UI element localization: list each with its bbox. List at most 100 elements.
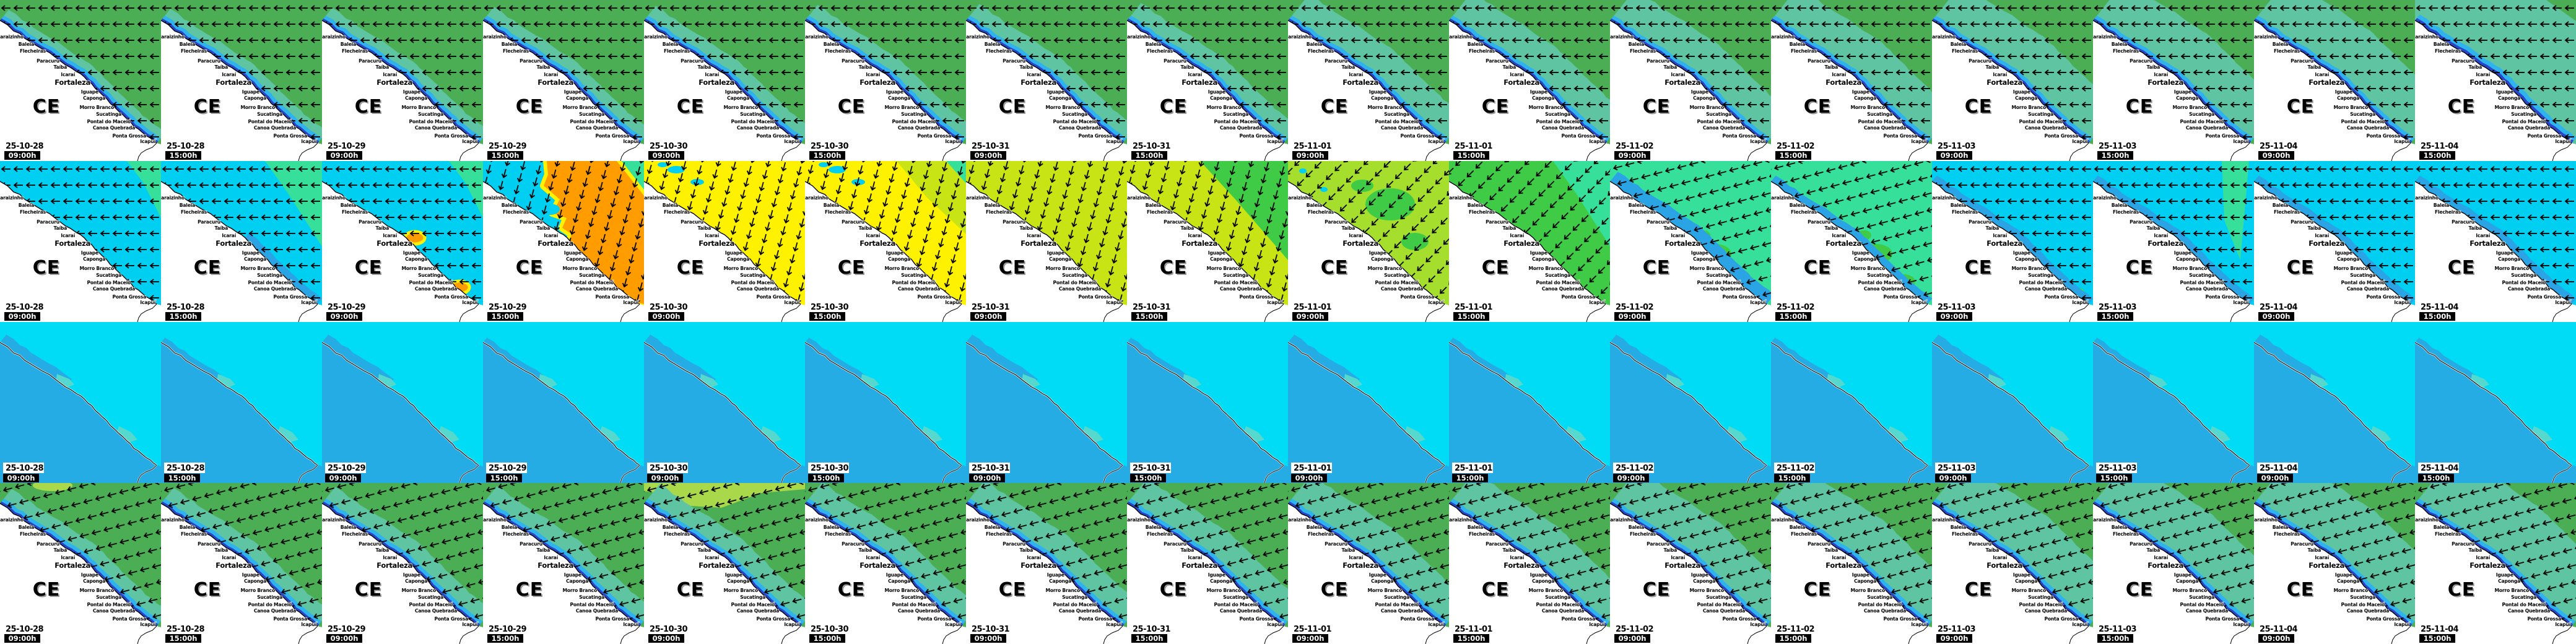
forecast-map-tile-r2-c14[interactable]: IcaraizinhoBaleiaFlecheiras ParacuruTaíba… (2093, 161, 2254, 322)
state-label: CE (1804, 579, 1832, 601)
forecast-map-tile-r2-c13[interactable]: IcaraizinhoBaleiaFlecheiras ParacuruTaíba… (1932, 161, 2093, 322)
place-label: Iguape (1691, 572, 1708, 578)
forecast-map-tile-r1-c2[interactable]: IcaraizinhoBaleiaFlecheiras ParacuruTaíba… (161, 0, 322, 161)
place-label: Flecheiras (1952, 531, 1978, 537)
forecast-map-tile-r3-c8[interactable]: 25-10-31 15:00h (1127, 322, 1288, 483)
forecast-map-tile-r1-c13[interactable]: IcaraizinhoBaleiaFlecheiras ParacuruTaíba… (1932, 0, 2093, 161)
forecast-map-tile-r4-c4[interactable]: IcaraizinhoBaleiaFlecheiras ParacuruTaíba… (483, 483, 644, 644)
forecast-map-tile-r1-c5[interactable]: IcaraizinhoBaleiaFlecheiras ParacuruTaíba… (644, 0, 805, 161)
forecast-map-tile-r3-c12[interactable]: 25-11-02 15:00h (1771, 322, 1932, 483)
tile-time: 15:00h (1136, 634, 1164, 643)
forecast-map-tile-r3-c5[interactable]: 25-10-30 09:00h (644, 322, 805, 483)
place-label: Icapuí (1267, 139, 1282, 144)
place-label: Iguape (725, 572, 742, 578)
place-label: Iguape (886, 250, 903, 256)
forecast-map-tile-r1-c8[interactable]: IcaraizinhoBaleiaFlecheiras ParacuruTaíba… (1127, 0, 1288, 161)
forecast-map-tile-r4-c10[interactable]: IcaraizinhoBaleiaFlecheiras ParacuruTaíba… (1449, 483, 1610, 644)
forecast-map-tile-r4-c13[interactable]: IcaraizinhoBaleiaFlecheiras ParacuruTaíba… (1932, 483, 2093, 644)
forecast-map-tile-r3-c6[interactable]: 25-10-30 15:00h (805, 322, 966, 483)
forecast-map-tile-r3-c3[interactable]: 25-10-29 09:00h (322, 322, 483, 483)
forecast-map-tile-r4-c5[interactable]: IcaraizinhoBaleiaFlecheiras ParacuruTaíba… (644, 483, 805, 644)
tile-time-box (809, 151, 845, 160)
forecast-map-tile-r2-c7[interactable]: IcaraizinhoBaleiaFlecheiras ParacuruTaíba… (966, 161, 1127, 322)
forecast-map-tile-r1-c10[interactable]: IcaraizinhoBaleiaFlecheiras ParacuruTaíba… (1449, 0, 1610, 161)
forecast-map-tile-r1-c11[interactable]: IcaraizinhoBaleiaFlecheiras ParacuruTaíba… (1610, 0, 1771, 161)
forecast-map-tile-r2-c9[interactable]: IcaraizinhoBaleiaFlecheiras ParacuruTaíba… (1288, 161, 1449, 322)
forecast-map-tile-r2-c5[interactable]: IcaraizinhoBaleiaFlecheiras ParacuruTaíba… (644, 161, 805, 322)
forecast-map-tile-r2-c3[interactable]: IcaraizinhoBaleiaFlecheiras ParacuruTaíba… (322, 161, 483, 322)
place-label: Sucatinga (2511, 594, 2536, 600)
place-label: Icaraí (222, 72, 236, 77)
forecast-map-tile-r3-c10[interactable]: 25-11-01 15:00h (1449, 322, 1610, 483)
forecast-map-tile-r3-c11[interactable]: 25-11-02 09:00h (1610, 322, 1771, 483)
wind-arrows-overlay (0, 0, 161, 144)
place-label: Sucatinga (1384, 594, 1409, 600)
ocean-color-patch (2093, 337, 2163, 387)
place-label: Caponga (244, 578, 266, 584)
ocean-color-patch (322, 334, 394, 387)
state-label: CE (33, 579, 61, 601)
place-label: Morro Branco (1206, 266, 1241, 271)
place-label: Pontal do Maceió (87, 602, 131, 607)
place-label: Fortaleza (2308, 78, 2344, 87)
forecast-map-tile-r2-c15[interactable]: IcaraizinhoBaleiaFlecheiras ParacuruTaíba… (2254, 161, 2415, 322)
forecast-map-tile-r3-c7[interactable]: 25-10-31 09:00h (966, 322, 1127, 483)
place-label: Caponga (1049, 256, 1071, 262)
forecast-map-tile-r3-c2[interactable]: 25-10-28 15:00h (161, 322, 322, 483)
forecast-map-tile-r1-c4[interactable]: IcaraizinhoBaleiaFlecheiras ParacuruTaíba… (483, 0, 644, 161)
forecast-map-tile-r4-c11[interactable]: IcaraizinhoBaleiaFlecheiras ParacuruTaíba… (1610, 483, 1771, 644)
tile-time: 15:00h (1136, 312, 1164, 321)
forecast-map-tile-r4-c14[interactable]: IcaraizinhoBaleiaFlecheiras ParacuruTaíba… (2093, 483, 2254, 644)
place-label: Flecheiras (1147, 209, 1173, 215)
place-label: Fortaleza (1181, 78, 1217, 87)
forecast-map-tile-r2-c12[interactable]: IcaraizinhoBaleiaFlecheiras ParacuruTaíba… (1771, 161, 1932, 322)
forecast-map-tile-r2-c1[interactable]: IcaraizinhoBaleiaFlecheiras ParacuruTaíba… (0, 161, 161, 322)
forecast-map-tile-r2-c4[interactable]: IcaraizinhoBaleiaFlecheiras ParacuruTaíba… (483, 161, 644, 322)
forecast-map-tile-r4-c12[interactable]: IcaraizinhoBaleiaFlecheiras ParacuruTaíba… (1771, 483, 1932, 644)
forecast-map-tile-r1-c1[interactable]: IcaraizinhoBaleiaFlecheiras ParacuruTaíba… (0, 0, 161, 161)
forecast-map-tile-r4-c6[interactable]: IcaraizinhoBaleiaFlecheiras ParacuruTaíba… (805, 483, 966, 644)
forecast-map-tile-r3-c1[interactable]: 25-10-28 09:00h (0, 322, 161, 483)
forecast-map-tile-r2-c16[interactable]: IcaraizinhoBaleiaFlecheiras ParacuruTaíba… (2415, 161, 2576, 322)
place-label: Ponta Grossa (273, 616, 307, 622)
forecast-map-tile-r1-c16[interactable]: IcaraizinhoBaleiaFlecheiras ParacuruTaíba… (2415, 0, 2576, 161)
forecast-map-tile-r1-c12[interactable]: IcaraizinhoBaleiaFlecheiras ParacuruTaíba… (1771, 0, 1932, 161)
forecast-map-tile-r1-c14[interactable]: IcaraizinhoBaleiaFlecheiras ParacuruTaíba… (2093, 0, 2254, 161)
forecast-map-tile-r3-c9[interactable]: 25-11-01 09:00h (1288, 322, 1449, 483)
forecast-map-tile-r1-c6[interactable]: IcaraizinhoBaleiaFlecheiras ParacuruTaíba… (805, 0, 966, 161)
forecast-map-tile-r4-c3[interactable]: IcaraizinhoBaleiaFlecheiras ParacuruTaíba… (322, 483, 483, 644)
place-label: Morro Branco (2333, 266, 2368, 271)
state-boundary (942, 303, 962, 322)
state-boundary (1908, 142, 1928, 161)
forecast-map-tile-r1-c3[interactable]: IcaraizinhoBaleiaFlecheiras ParacuruTaíba… (322, 0, 483, 161)
forecast-map-tile-r1-c7[interactable]: IcaraizinhoBaleiaFlecheiras ParacuruTaíba… (966, 0, 1127, 161)
forecast-map-tile-r3-c15[interactable]: 25-11-04 09:00h (2254, 322, 2415, 483)
forecast-map-tile-r3-c13[interactable]: 25-11-03 09:00h (1932, 322, 2093, 483)
forecast-map-tile-r4-c2[interactable]: IcaraizinhoBaleiaFlecheiras ParacuruTaíba… (161, 483, 322, 644)
forecast-map-tile-r3-c14[interactable]: 25-11-03 15:00h (2093, 322, 2254, 483)
forecast-map-tile-r4-c1[interactable]: IcaraizinhoBaleiaFlecheiras ParacuruTaíba… (0, 483, 161, 644)
wind-arrows-overlay (1449, 0, 1610, 144)
state-boundary (2391, 625, 2411, 644)
ocean-color-patch (700, 374, 718, 388)
state-boundary (1425, 464, 1445, 483)
forecast-map-tile-r1-c15[interactable]: IcaraizinhoBaleiaFlecheiras ParacuruTaíba… (2254, 0, 2415, 161)
place-label: Pontal do Maceió (570, 280, 614, 285)
forecast-map-tile-r3-c4[interactable]: 25-10-29 15:00h (483, 322, 644, 483)
state-boundary (1586, 625, 1606, 644)
forecast-map-tile-r1-c9[interactable]: IcaraizinhoBaleiaFlecheiras ParacuruTaíba… (1288, 0, 1449, 161)
forecast-map-tile-r2-c2[interactable]: IcaraizinhoBaleiaFlecheiras ParacuruTaíba… (161, 161, 322, 322)
forecast-map-tile-r4-c16[interactable]: IcaraizinhoBaleiaFlecheiras ParacuruTaíba… (2415, 483, 2576, 644)
forecast-map-tile-r4-c15[interactable]: IcaraizinhoBaleiaFlecheiras ParacuruTaíba… (2254, 483, 2415, 644)
forecast-map-tile-r2-c6[interactable]: IcaraizinhoBaleiaFlecheiras ParacuruTaíba… (805, 161, 966, 322)
forecast-map-tile-r2-c11[interactable]: IcaraizinhoBaleiaFlecheiras ParacuruTaíba… (1610, 161, 1771, 322)
place-label: Sucatinga (579, 594, 604, 600)
forecast-map-tile-r3-c16[interactable]: 25-11-04 15:00h (2415, 322, 2576, 483)
forecast-map-tile-r2-c10[interactable]: IcaraizinhoBaleiaFlecheiras ParacuruTaíba… (1449, 161, 1610, 322)
forecast-map-tile-r4-c8[interactable]: IcaraizinhoBaleiaFlecheiras ParacuruTaíba… (1127, 483, 1288, 644)
forecast-map-tile-r2-c8[interactable]: IcaraizinhoBaleiaFlecheiras ParacuruTaíba… (1127, 161, 1288, 322)
land-area (322, 503, 483, 644)
forecast-map-tile-r4-c7[interactable]: IcaraizinhoBaleiaFlecheiras ParacuruTaíba… (966, 483, 1127, 644)
place-label: Caponga (83, 578, 105, 584)
forecast-map-tile-r4-c9[interactable]: IcaraizinhoBaleiaFlecheiras ParacuruTaíba… (1288, 483, 1449, 644)
